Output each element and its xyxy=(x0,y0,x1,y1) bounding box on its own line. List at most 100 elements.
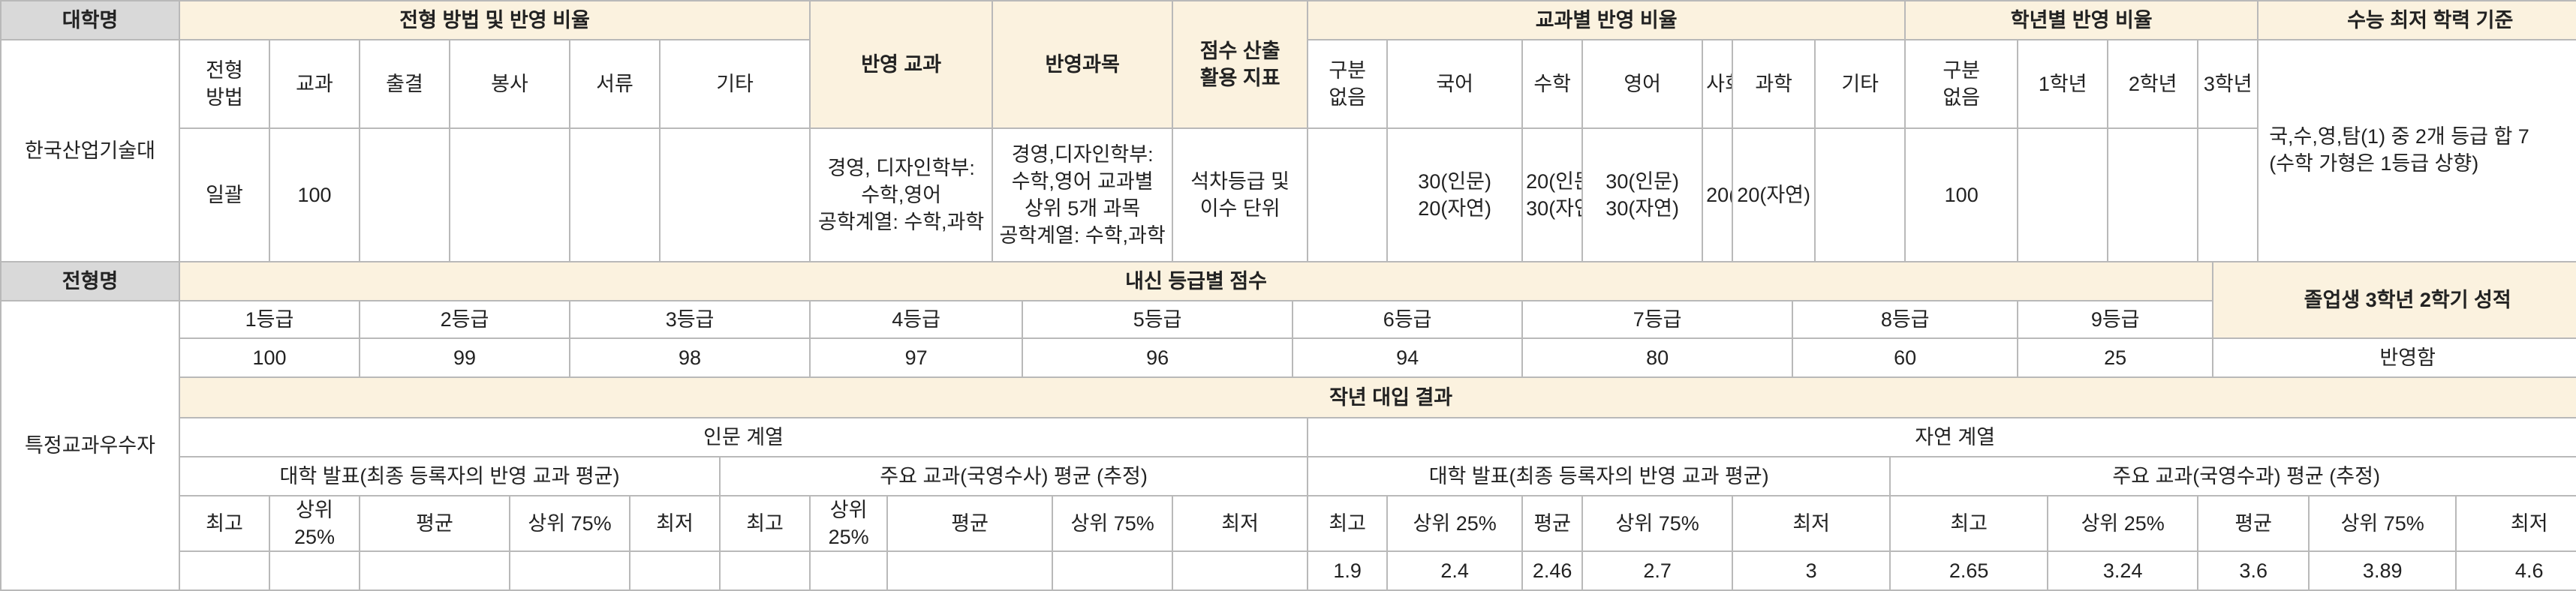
ratio-col: 국어 xyxy=(1386,39,1524,129)
grade-label: 1등급 xyxy=(179,300,360,339)
stat-label: 상위 25% xyxy=(1386,495,1524,552)
stat-label: 상위 25% xyxy=(809,495,889,552)
grade-score: 60 xyxy=(1792,338,2019,378)
ratio-value xyxy=(1307,128,1389,262)
stat-value xyxy=(359,550,510,591)
ratio-value: 20(인문) 30(자연) xyxy=(1521,128,1584,262)
stat-label: 최저 xyxy=(1172,495,1309,552)
ratio-value xyxy=(1814,128,1906,262)
stat-value: 3.24 xyxy=(2047,550,2199,591)
grade-score-header: 내신 등급별 점수 xyxy=(178,261,2214,302)
method-value xyxy=(569,128,661,262)
stat-value xyxy=(509,550,630,591)
graduate-header: 졸업생 3학년 2학기 성적 xyxy=(2212,261,2576,339)
group-header: 주요 교과(국영수사) 평균 (추정) xyxy=(718,456,1309,496)
min-standard-header: 수능 최저 학력 기준 xyxy=(2257,0,2576,40)
type-header: 전형명 xyxy=(0,261,180,302)
grade-score: 99 xyxy=(359,338,570,378)
ratio-col: 사회 xyxy=(1702,39,1734,129)
ratio-col: 수학 xyxy=(1521,39,1584,129)
ratio-value: 30(인문) 30(자연) xyxy=(1581,128,1704,262)
stat-value: 2.7 xyxy=(1581,550,1734,591)
stat-value: 2.65 xyxy=(1889,550,2049,591)
stat-label: 최저 xyxy=(2455,495,2576,552)
method-header: 전형 방법 및 반영 비율 xyxy=(178,0,811,40)
year-col: 3학년 xyxy=(2197,39,2259,129)
stat-label: 평균 xyxy=(886,495,1054,552)
method-value xyxy=(449,128,570,262)
stat-value: 4.6 xyxy=(2455,550,2576,591)
ratio-col: 과학 xyxy=(1732,39,1816,129)
stat-value: 3 xyxy=(1732,550,1891,591)
method-col: 출결 xyxy=(359,39,450,129)
group-header: 주요 교과(국영수과) 평균 (추정) xyxy=(1889,456,2576,496)
grade-score: 100 xyxy=(179,338,360,378)
grade-label: 4등급 xyxy=(809,300,1024,339)
min-standard-value: 국,수,영,탐(1) 중 2개 등급 합 7 (수학 가형은 1등급 상향) xyxy=(2257,39,2576,262)
humanities-header: 인문 계열 xyxy=(178,417,1309,458)
grade-label: 8등급 xyxy=(1792,300,2019,339)
univ-name: 한국산업기술대 xyxy=(0,39,180,262)
method-col: 교과 xyxy=(269,39,360,129)
year-value xyxy=(2107,128,2199,262)
year-col: 2학년 xyxy=(2107,39,2199,129)
grade-label: 6등급 xyxy=(1292,300,1524,339)
stat-label: 최고 xyxy=(179,495,270,552)
method-col: 전형 방법 xyxy=(179,39,270,129)
stat-value: 3.6 xyxy=(2197,550,2310,591)
stat-label: 상위 25% xyxy=(269,495,360,552)
stat-label: 최저 xyxy=(629,495,721,552)
method-value: 일괄 xyxy=(179,128,270,262)
stat-value xyxy=(718,550,811,591)
stat-value: 2.46 xyxy=(1521,550,1584,591)
grade-score: 97 xyxy=(809,338,1024,378)
stat-value xyxy=(1052,550,1174,591)
stat-value xyxy=(629,550,721,591)
ratio-value: 20(자연) xyxy=(1732,128,1816,262)
year-col: 구분 없음 xyxy=(1904,39,2019,129)
ratio-header: 교과별 반영 비율 xyxy=(1307,0,1906,40)
univ-header: 대학명 xyxy=(0,0,180,40)
subject-value: 경영, 디자인학부: 수학,영어 공학계열: 수학,과학 xyxy=(809,128,994,262)
result-title: 작년 대입 결과 xyxy=(178,376,2576,418)
grade-score: 94 xyxy=(1292,338,1524,378)
type-name: 특정교과우수자 xyxy=(0,300,180,591)
courses-header: 반영과목 xyxy=(992,0,1174,129)
grade-score: 98 xyxy=(568,338,811,378)
stat-value: 2.4 xyxy=(1386,550,1524,591)
group-header: 대학 발표(최종 등록자의 반영 교과 평균) xyxy=(1307,456,1891,496)
stat-value: 3.89 xyxy=(2308,550,2457,591)
stat-label: 최고 xyxy=(718,495,811,552)
score-index-value: 석차등급 및 이수 단위 xyxy=(1172,128,1309,262)
grade-score: 80 xyxy=(1521,338,1794,378)
stat-label: 최저 xyxy=(1732,495,1891,552)
method-col: 서류 xyxy=(569,39,661,129)
grade-label: 7등급 xyxy=(1521,300,1794,339)
method-value xyxy=(658,128,811,262)
stat-label: 상위 75% xyxy=(1581,495,1734,552)
stat-label: 평균 xyxy=(2197,495,2310,552)
courses-value: 경영,디자인학부: 수학,영어 교과별 상위 5개 과목 공학계열: 수학,과학 xyxy=(992,128,1174,262)
ratio-col: 기타 xyxy=(1814,39,1906,129)
natural-header: 자연 계열 xyxy=(1307,417,2576,458)
grade-label: 3등급 xyxy=(568,300,811,339)
stat-label: 상위 25% xyxy=(2047,495,2199,552)
subject-header: 반영 교과 xyxy=(809,0,994,129)
stat-label: 상위 75% xyxy=(2308,495,2457,552)
stat-value xyxy=(886,550,1054,591)
stat-value xyxy=(1172,550,1309,591)
stat-label: 평균 xyxy=(359,495,510,552)
stat-label: 최고 xyxy=(1307,495,1389,552)
method-value: 100 xyxy=(269,128,360,262)
year-value xyxy=(2017,128,2109,262)
graduate-value: 반영함 xyxy=(2212,338,2576,378)
stat-value xyxy=(809,550,889,591)
stat-value: 1.9 xyxy=(1307,550,1389,591)
stat-label: 상위 75% xyxy=(509,495,630,552)
year-col: 1학년 xyxy=(2017,39,2109,129)
ratio-col: 영어 xyxy=(1581,39,1704,129)
method-value xyxy=(359,128,450,262)
stat-label: 평균 xyxy=(1521,495,1584,552)
year-value xyxy=(2197,128,2259,262)
